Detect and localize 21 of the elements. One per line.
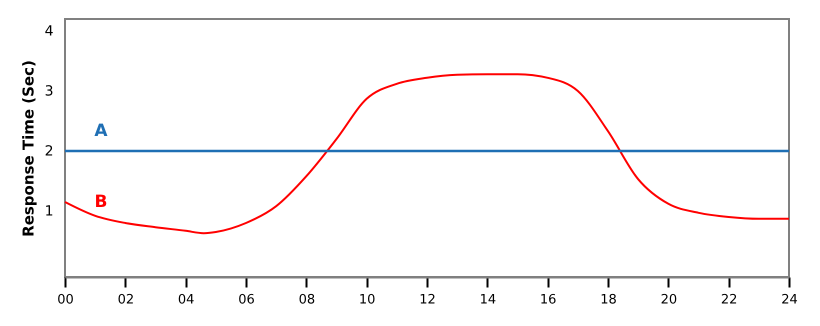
- y-tick-label: 4: [44, 24, 54, 40]
- x-tick-label: 18: [600, 292, 617, 308]
- y-tick-label: 1: [44, 204, 54, 220]
- x-tick-label: 12: [419, 292, 436, 308]
- x-tick-label: 08: [298, 292, 316, 308]
- y-tick-label: 2: [44, 144, 54, 160]
- x-tick-label: 22: [720, 292, 738, 308]
- x-tick-label: 14: [480, 292, 496, 308]
- x-tick-label: 00: [57, 292, 74, 308]
- y-axis-title: Response Time (Sec): [20, 60, 38, 237]
- series-label: B: [94, 192, 108, 212]
- x-tick-label: 20: [660, 292, 678, 308]
- x-tick-label: 16: [540, 292, 556, 308]
- y-tick-label: 3: [44, 84, 54, 100]
- x-tick-label: 24: [781, 292, 798, 308]
- x-tick-label: 02: [118, 292, 134, 308]
- ref-line-label: A: [94, 121, 108, 141]
- line-series: [64, 73, 790, 234]
- x-tick-label: 04: [178, 292, 194, 308]
- x-tick-label: 06: [238, 292, 255, 308]
- x-tick-label: 10: [358, 292, 376, 308]
